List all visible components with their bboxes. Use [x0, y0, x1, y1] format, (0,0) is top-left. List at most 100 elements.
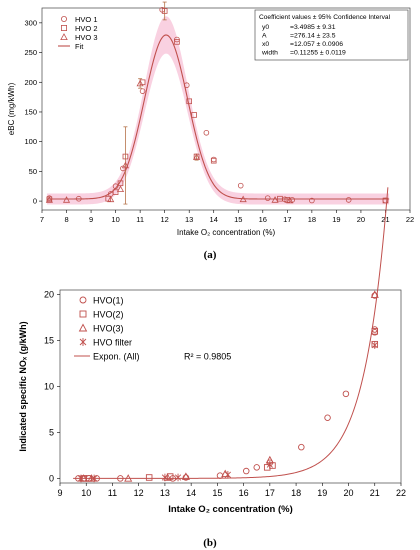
y-tick-label: 100 — [24, 137, 37, 146]
circle-marker — [182, 474, 190, 481]
x-tick-label: 17 — [265, 488, 275, 498]
legend-circle-marker — [79, 296, 87, 304]
x-tick-label: 10 — [81, 488, 91, 498]
panel-b-chart: 9 10 11 12 13 14 15 16 17 18 19 20 21 22 0 5 10 15 20 Intak… — [18, 187, 406, 515]
x-tick-label: 19 — [317, 488, 327, 498]
circle-marker — [242, 467, 250, 475]
confidence-band — [46, 16, 390, 205]
square-marker — [371, 328, 379, 335]
error-bar — [123, 126, 128, 205]
square-marker — [145, 474, 153, 481]
y-tick-label: 200 — [24, 78, 37, 87]
x-tick-label: 9 — [57, 488, 62, 498]
triangle-marker — [45, 196, 53, 203]
trend-line — [73, 187, 389, 479]
x-tick-label: 19 — [332, 215, 340, 224]
square-marker — [161, 8, 168, 14]
circle-marker — [309, 197, 315, 204]
x-tick-label: 12 — [134, 488, 144, 498]
x-axis-label: Intake O₂ concentration (%) — [177, 228, 276, 237]
coefficient-value: =3.4985 ± 9.31 — [290, 24, 336, 31]
y-tick-label: 0 — [49, 473, 54, 483]
star-marker — [266, 460, 273, 469]
square-marker — [382, 197, 389, 204]
triangle-marker — [124, 474, 133, 482]
coefficient-box-title: Coefficient values ± 95% Confidence Inte… — [259, 14, 391, 21]
legend-star-marker — [79, 338, 87, 346]
triangle-marker — [370, 290, 379, 298]
y-tick-label: 150 — [24, 107, 37, 116]
x-tick-label: 11 — [108, 488, 117, 498]
x-tick-label: 17 — [283, 215, 291, 224]
square-marker — [186, 98, 193, 105]
circle-marker — [324, 414, 331, 421]
x-tick-label: 15 — [212, 488, 222, 498]
legend-label: HVO(1) — [93, 296, 124, 306]
x-tick-label: 15 — [234, 215, 242, 224]
legend-label: HVO 3 — [75, 33, 98, 42]
triangle-marker — [116, 185, 125, 193]
x-tick-label: 16 — [239, 488, 249, 498]
legend-label: HVO 1 — [75, 15, 98, 24]
coefficient-value: =0.11255 ± 0.0119 — [290, 50, 346, 57]
circle-marker — [120, 165, 126, 172]
square-marker — [112, 189, 119, 195]
coefficient-box-frame — [254, 9, 409, 61]
x-axis-label: Intake O₂ concentration (%) — [168, 504, 293, 515]
x-tick-label: 21 — [370, 488, 380, 498]
legend-label: Fit — [75, 42, 84, 51]
y-tick-label: 10 — [44, 382, 54, 392]
star-marker — [77, 474, 85, 483]
legend-label: HVO filter — [93, 338, 132, 348]
circle-marker — [210, 156, 217, 163]
legend-label: Expon. (All) — [93, 352, 140, 362]
y-tick-label: 5 — [49, 427, 54, 437]
coefficient-name: y0 — [262, 24, 269, 31]
triangle-marker — [192, 153, 201, 160]
legend-label: HVO(3) — [93, 324, 124, 334]
y-tick-label: 300 — [24, 18, 37, 27]
x-tick-label: 13 — [160, 488, 170, 498]
circle-marker — [76, 195, 82, 202]
circle-marker — [264, 195, 271, 201]
x-tick-label: 20 — [357, 215, 365, 224]
triangle-marker — [107, 195, 115, 203]
y-axis-label: eBC (mg/kWh) — [7, 82, 16, 135]
circle-marker — [371, 292, 379, 299]
x-tick-label: 14 — [186, 488, 196, 498]
panel-b-label: (b) — [203, 537, 217, 549]
coefficient-value: =12.057 ± 0.0906 — [290, 41, 343, 48]
x-tick-label: 7 — [40, 215, 44, 224]
triangle-marker — [271, 196, 279, 203]
triangle-marker — [181, 472, 190, 480]
star-marker — [161, 473, 169, 482]
star-marker — [90, 474, 98, 483]
legend-square-marker — [79, 310, 87, 318]
y-tick-label: 50 — [29, 167, 37, 176]
legend: HVO(1) HVO(2) HVO(3) HVO filter Expon. (All)… — [74, 296, 231, 362]
triangle-marker — [62, 196, 71, 203]
legend-circle-marker — [61, 15, 68, 22]
circle-marker — [342, 390, 350, 398]
x-tick-label: 9 — [89, 215, 93, 224]
coefficient-name: x0 — [262, 41, 269, 48]
x-tick-label: 8 — [64, 215, 68, 224]
series-hvo-1- — [75, 292, 379, 482]
y-tick-label: 250 — [24, 48, 37, 57]
x-tick-label: 22 — [406, 215, 414, 224]
x-tick-label: 18 — [291, 488, 301, 498]
x-tick-label: 18 — [308, 215, 316, 224]
x-tick-label: 10 — [111, 215, 119, 224]
coefficient-name: A — [262, 33, 267, 40]
plot-frame — [41, 7, 411, 211]
triangle-marker — [121, 161, 129, 169]
coefficient-value: =276.14 ± 23.5 — [290, 33, 336, 40]
y-tick-label: 20 — [44, 290, 54, 300]
circle-marker — [203, 129, 210, 136]
legend-square-marker — [61, 24, 68, 31]
circle-marker — [298, 443, 305, 451]
series-hvo-3 — [45, 79, 294, 204]
circle-marker — [112, 183, 119, 190]
x-tick-label: 12 — [160, 215, 168, 224]
